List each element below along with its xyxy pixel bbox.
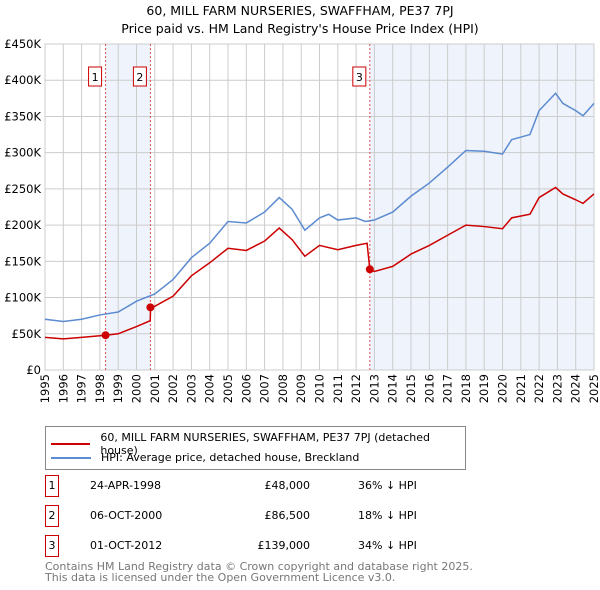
footer: Contains HM Land Registry data © Crown c… (45, 561, 473, 583)
y-tick-label: £450K (4, 37, 41, 51)
shaded-region (369, 44, 594, 370)
x-tick-label: 2013 (367, 374, 381, 403)
x-tick-label: 2020 (496, 374, 510, 403)
x-tick-label: 2009 (294, 374, 308, 403)
x-tick-label: 2001 (148, 374, 162, 403)
sale-point (101, 331, 110, 340)
x-tick-label: 2012 (349, 374, 363, 403)
x-tick-label: 1996 (56, 374, 70, 403)
date: 24-APR-1998 (90, 479, 162, 492)
legend: 60, MILL FARM NURSERIES, SWAFFHAM, PE37 … (45, 426, 466, 470)
sale-label-box (352, 66, 367, 87)
price: £48,000 (264, 479, 311, 492)
x-tick-label: 2008 (276, 374, 290, 403)
x-tick-label: 2022 (532, 374, 546, 403)
x-tick-label: 1999 (111, 374, 125, 403)
shaded-region (105, 44, 151, 370)
transaction-row: 2 06-OCT-2000 £86,500 18% ↓ HPI (45, 505, 445, 527)
y-tick-label: £250K (4, 182, 41, 196)
sale-label: 1 (92, 71, 99, 84)
x-tick-label: 2002 (166, 374, 180, 403)
y-tick-label: £300K (4, 146, 41, 160)
legend-label: HPI: Average price, detached house, Brec… (101, 451, 360, 464)
marker-badge: 3 (45, 535, 59, 557)
legend-swatch-red (51, 443, 91, 445)
hpi-diff: 34% ↓ HPI (358, 539, 417, 552)
x-tick-label: 1995 (38, 374, 52, 403)
date: 06-OCT-2000 (90, 509, 163, 522)
x-tick-label: 1997 (75, 374, 89, 403)
x-tick-label: 1998 (93, 374, 107, 403)
y-tick-label: £400K (4, 73, 41, 87)
x-tick-label: 2003 (184, 374, 198, 403)
x-tick-label: 2023 (550, 374, 564, 403)
plot-border (44, 43, 595, 371)
plot-area: £0 £50K £100K £150K £200K £250K £300K £350K £400… (4, 37, 600, 403)
y-tick-label: £100K (4, 291, 41, 305)
y-tick-label: £0 (26, 363, 41, 377)
transaction-row: 3 01-OCT-2012 £139,000 34% ↓ HPI (45, 535, 445, 557)
sale-label-box (132, 66, 147, 87)
legend-swatch-blue (51, 456, 91, 459)
y-tick-label: £350K (4, 109, 41, 123)
series-line (44, 186, 595, 340)
marker-badge: 2 (45, 505, 59, 527)
x-tick-label: 2005 (221, 374, 235, 403)
x-tick-label: 2010 (313, 374, 327, 403)
x-tick-label: 2024 (569, 374, 583, 403)
legend-item-property: 60, MILL FARM NURSERIES, SWAFFHAM, PE37 … (51, 431, 465, 457)
x-tick-label: 2019 (477, 374, 491, 403)
legend-label: 60, MILL FARM NURSERIES, SWAFFHAM, PE37 … (100, 431, 431, 457)
y-tick-label: £200K (4, 218, 41, 232)
footer-line: This data is licensed under the Open Gov… (45, 571, 396, 584)
sale-label-box (88, 66, 103, 87)
marker-badge: 1 (45, 475, 59, 497)
y-tick-label: £150K (4, 254, 41, 268)
x-tick-label: 2004 (203, 374, 217, 403)
y-tick-label: £50K (12, 327, 42, 341)
hpi-diff: 18% ↓ HPI (358, 509, 417, 522)
chart-subtitle: Price paid vs. HM Land Registry's House … (121, 21, 479, 36)
sale-point (146, 303, 155, 312)
chart-title: 60, MILL FARM NURSERIES, SWAFFHAM, PE37 … (146, 3, 454, 18)
x-tick-label: 2015 (404, 374, 418, 403)
date: 01-OCT-2012 (90, 539, 163, 552)
x-tick-label: 2021 (514, 374, 528, 403)
price: £86,500 (264, 509, 311, 522)
hpi-diff: 36% ↓ HPI (358, 479, 417, 492)
x-tick-label: 2014 (386, 374, 400, 403)
x-tick-label: 2025 (587, 374, 600, 403)
price: £139,000 (257, 539, 311, 552)
x-tick-label: 2017 (441, 374, 455, 403)
legend-item-hpi: HPI: Average price, detached house, Brec… (51, 451, 359, 464)
x-tick-label: 2016 (422, 374, 436, 403)
series-line (44, 92, 595, 323)
transaction-row: 1 24-APR-1998 £48,000 36% ↓ HPI (45, 475, 445, 497)
sale-label: 2 (136, 71, 143, 84)
sale-point (365, 265, 374, 274)
x-tick-label: 2006 (239, 374, 253, 403)
x-tick-label: 2011 (331, 374, 345, 403)
x-tick-label: 2000 (130, 374, 144, 403)
x-tick-label: 2018 (459, 374, 473, 403)
footer-line: Contains HM Land Registry data © Crown c… (45, 560, 473, 573)
sale-label: 3 (356, 71, 363, 84)
x-tick-label: 2007 (258, 374, 272, 403)
